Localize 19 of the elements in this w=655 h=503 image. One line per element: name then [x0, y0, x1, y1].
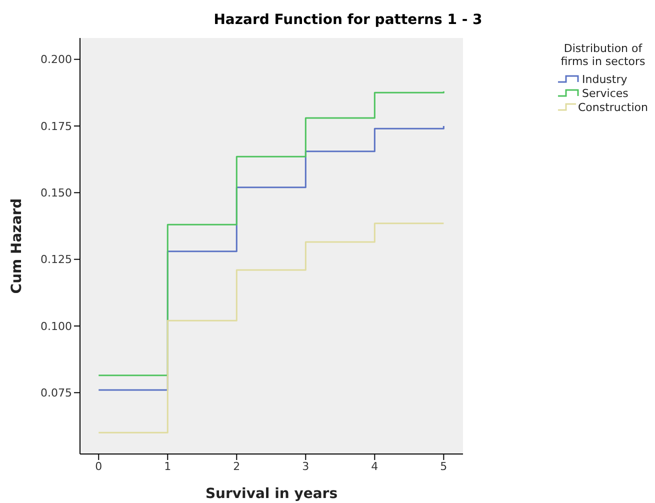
x-tick-label: 1: [164, 460, 172, 473]
x-tick-label: 5: [440, 460, 448, 473]
y-tick-label: 0.125: [40, 253, 72, 266]
y-tick-label: 0.175: [40, 120, 72, 133]
x-axis-title: Survival in years: [205, 486, 338, 502]
legend-label: Construction: [578, 100, 648, 114]
legend-title: Distribution of firms in sectors: [560, 42, 646, 68]
x-tick-label: 3: [302, 460, 310, 473]
legend-label: Services: [582, 86, 628, 100]
legend-label: Industry: [582, 72, 628, 86]
y-tick-label: 0.150: [40, 186, 72, 200]
x-tick-label: 4: [371, 460, 378, 473]
x-tick-label: 2: [233, 460, 240, 473]
x-tick-label: 0: [95, 460, 102, 473]
chart-title: Hazard Function for patterns 1 - 3: [212, 11, 484, 30]
y-tick-label: 0.075: [40, 386, 72, 400]
y-axis-title: Cum Hazard: [8, 198, 25, 294]
y-tick-label: 0.200: [40, 53, 72, 66]
y-tick-label: 0.100: [40, 320, 72, 333]
